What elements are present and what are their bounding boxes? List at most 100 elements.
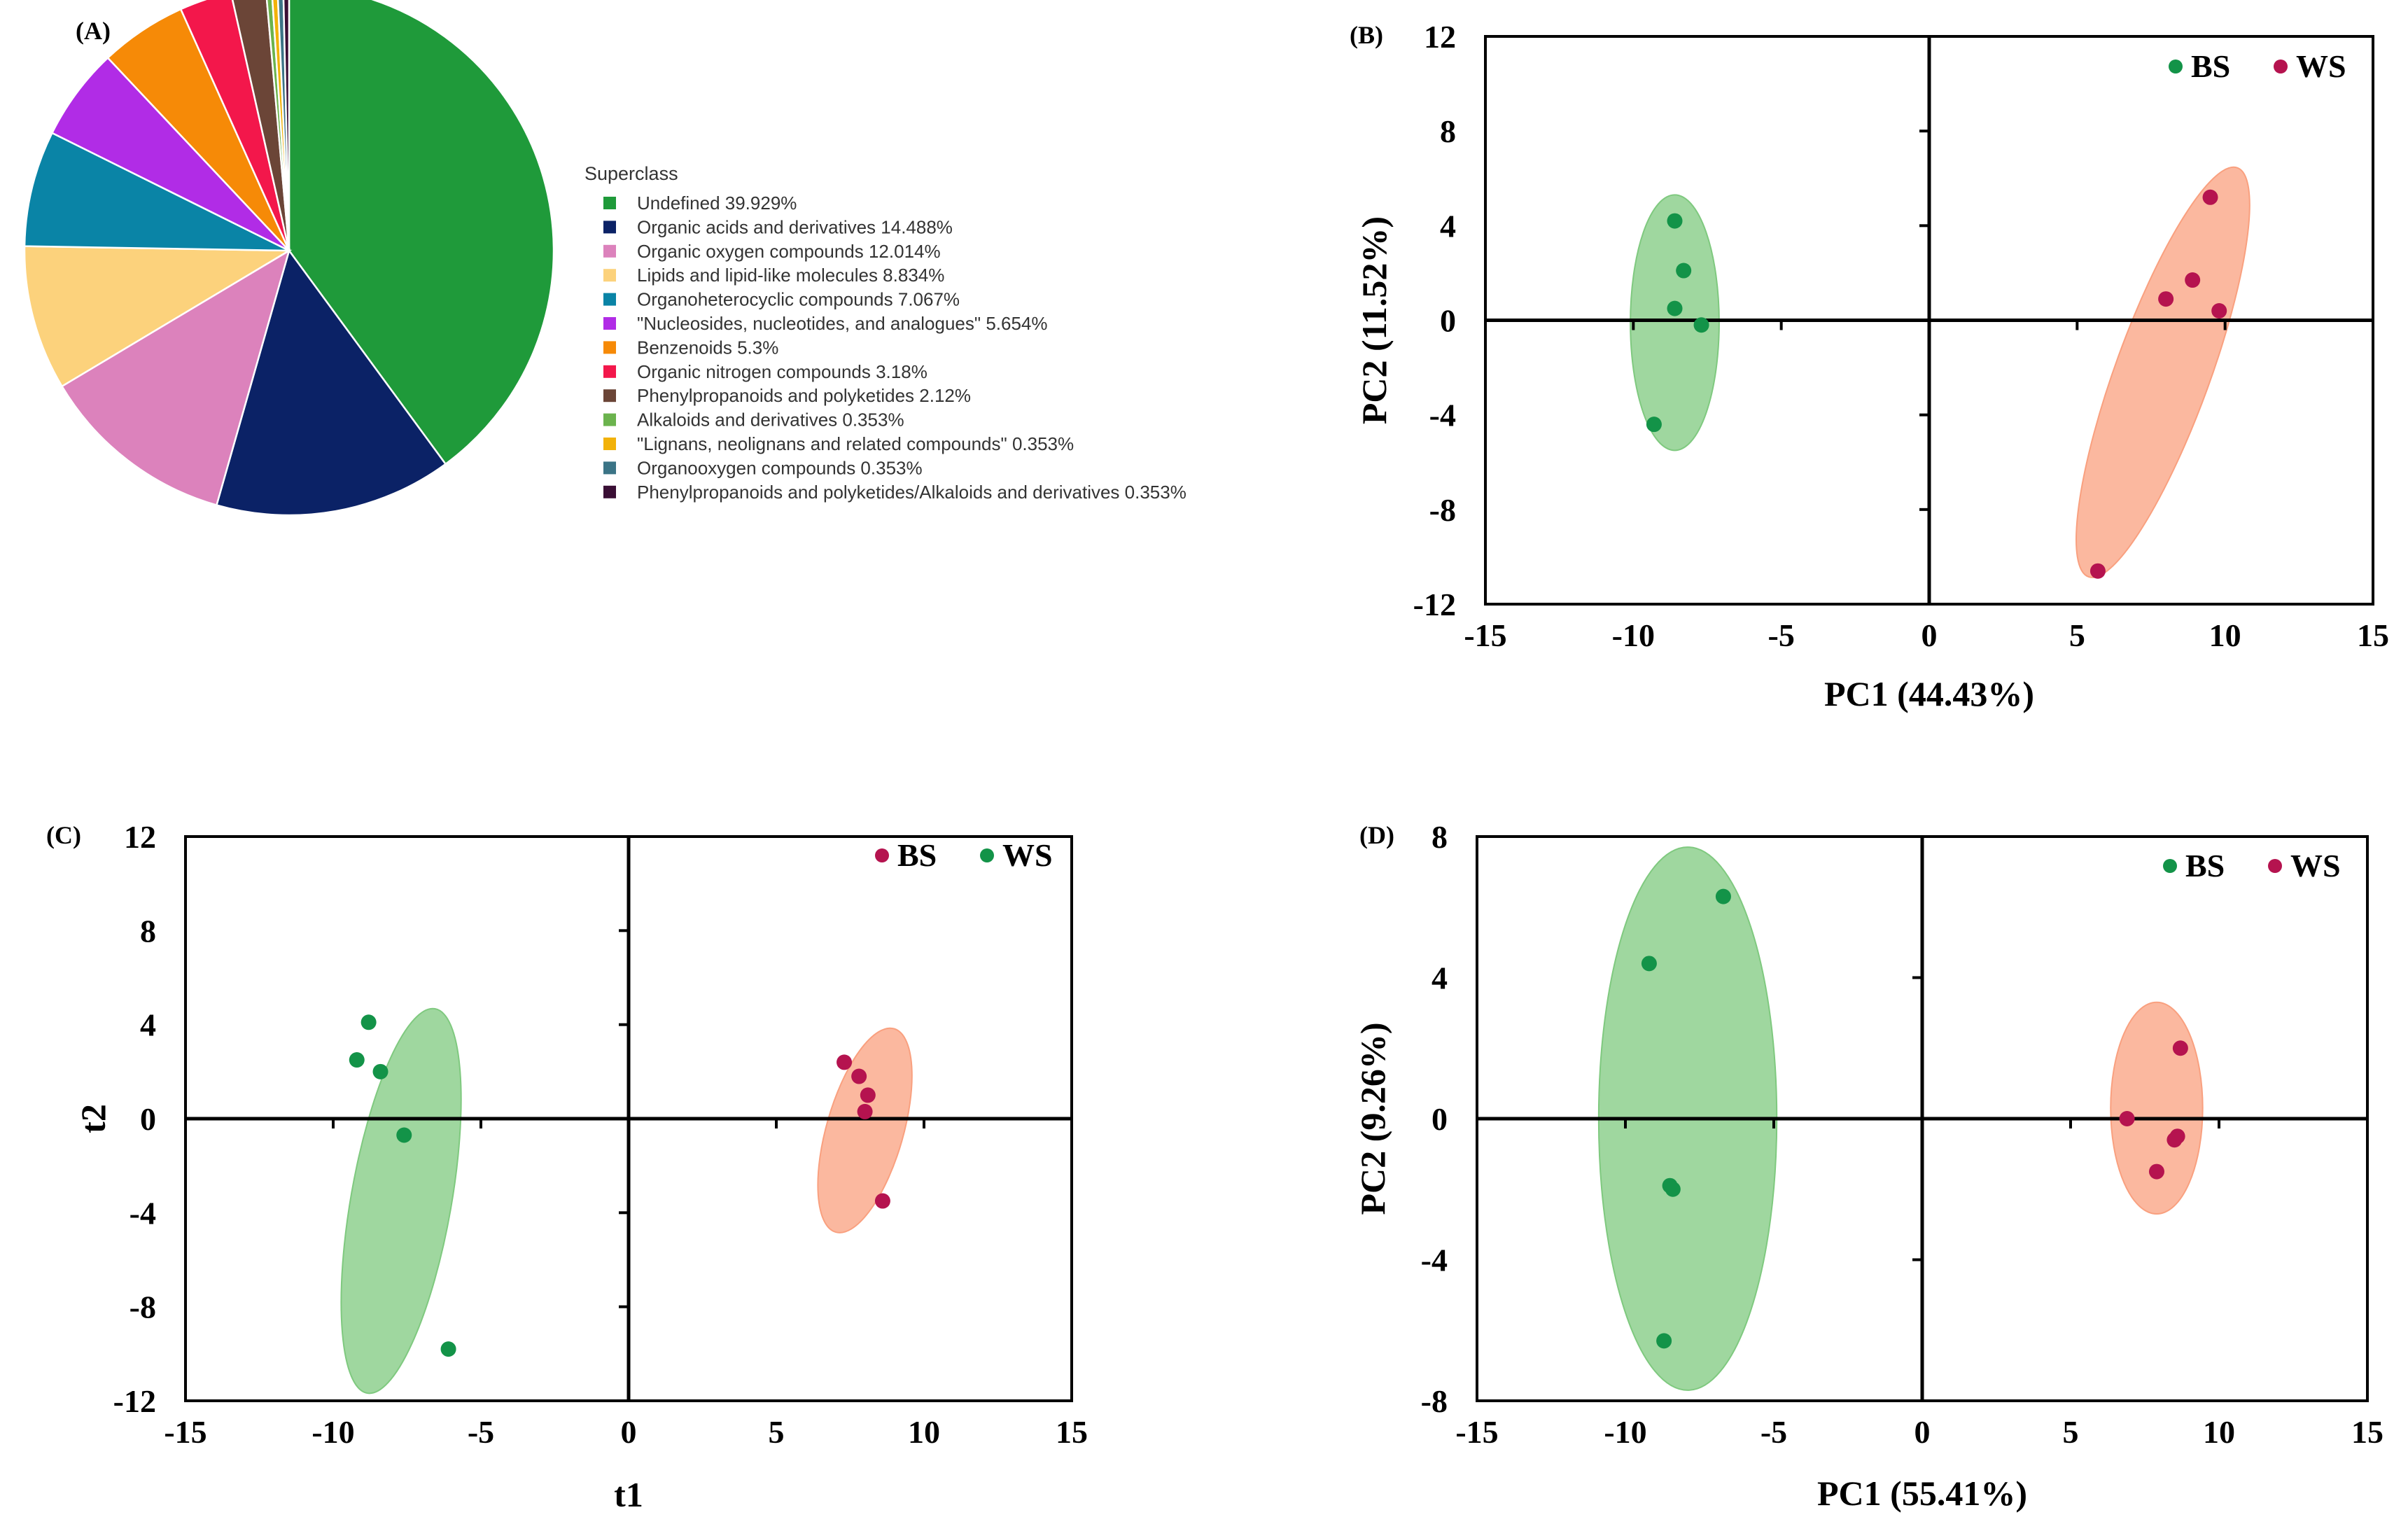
panel-d-y-tick-label: 4 <box>1432 960 1448 996</box>
panel-b-legend-marker-bs <box>2169 60 2183 74</box>
pie-legend-swatch-2 <box>603 244 616 258</box>
panel-d-y-tick-label: -4 <box>1421 1243 1448 1278</box>
pie-legend-label-7: Organic nitrogen compounds 3.18% <box>637 361 927 382</box>
panel-b-y-tick-label: 12 <box>1424 19 1456 55</box>
panel-b-y-tick-label: 8 <box>1440 113 1456 149</box>
pie-legend-swatch-4 <box>603 293 616 306</box>
panel-d-x-tick-label: 15 <box>2351 1414 2384 1450</box>
panel-c-point-bs <box>860 1087 876 1103</box>
panel-d-legend-marker-ws <box>2268 859 2282 873</box>
panel-d-point-ws <box>2172 1040 2188 1056</box>
pie-slices <box>23 0 555 517</box>
pie-slice-3 <box>23 245 293 388</box>
panel-c-point-ws <box>349 1052 365 1068</box>
panel-c-point-bs <box>836 1054 853 1070</box>
panel-c-x-tick-label: -10 <box>312 1414 354 1450</box>
pie-slice-2 <box>60 249 291 507</box>
panel-b-point-ws <box>2202 189 2218 205</box>
pie-legend-swatch-8 <box>603 389 616 403</box>
panel-b-ellipse-ws <box>2076 166 2250 578</box>
panel-b-x-tick-label: -5 <box>1768 617 1795 653</box>
panel-a-pie-chart: (A) Superclass Undefined 39.929%Organic … <box>23 0 1186 517</box>
panel-d-y-tick-label: 8 <box>1432 819 1448 855</box>
panel-d-y-tick-label: -8 <box>1421 1383 1448 1419</box>
pie-slice-9 <box>265 0 290 251</box>
panel-b-y-tick-label: -4 <box>1429 398 1456 433</box>
pie-legend-swatch-7 <box>603 365 616 378</box>
pie-legend-swatch-5 <box>603 317 616 330</box>
panel-c-legend-label-bs: BS <box>897 837 937 873</box>
panel-b-point-bs <box>1646 417 1662 433</box>
panel-c-point-ws <box>372 1063 388 1079</box>
panel-c-point-ws <box>396 1127 412 1143</box>
panel-b-x-tick-label: -10 <box>1612 617 1655 653</box>
panel-d-y-tick-label: 0 <box>1432 1101 1448 1137</box>
panel-b-x-axis-title: PC1 (44.43%) <box>1824 674 2034 713</box>
panel-b-legend-label-bs: BS <box>2191 48 2230 84</box>
panel-c-legend-marker-ws <box>980 848 994 862</box>
panel-b-ellipse-bs <box>1630 194 1720 452</box>
pie-slice-12 <box>282 0 290 251</box>
panel-b-point-ws <box>2090 563 2106 579</box>
panel-b-y-axis-title: PC2 (11.52%) <box>1354 216 1394 424</box>
pie-legend-swatch-12 <box>603 485 616 498</box>
panel-d-x-axis-title: PC1 (55.41%) <box>1817 1474 2027 1513</box>
panel-b-point-ws <box>2185 272 2201 288</box>
panel-b-x-tick-label: 5 <box>2069 617 2085 653</box>
panel-d-x-tick-label: 10 <box>2203 1414 2235 1450</box>
panel-c-x-tick-label: -15 <box>164 1414 206 1450</box>
panel-c-x-axis-title: t1 <box>614 1475 643 1514</box>
panel-c-y-tick-label: -8 <box>130 1289 156 1325</box>
panel-c-x-tick-label: 15 <box>1056 1414 1088 1450</box>
pie-slice-1 <box>215 249 447 517</box>
panel-c-point-ws <box>360 1014 377 1030</box>
pie-slice-7 <box>179 0 290 251</box>
pie-legend-label-0: Undefined 39.929% <box>637 193 797 214</box>
panel-c-point-bs <box>851 1068 867 1084</box>
panel-c-y-tick-label: 12 <box>124 819 156 855</box>
panel-c-label: (C) <box>46 821 81 849</box>
panel-d-x-tick-label: -10 <box>1604 1414 1646 1450</box>
panel-c-y-tick-label: -12 <box>113 1383 156 1419</box>
panel-b-legend-marker-ws <box>2274 60 2288 74</box>
pie-slice-5 <box>50 56 290 252</box>
panel-c-y-tick-label: 0 <box>140 1101 156 1137</box>
panel-c-x-tick-label: 10 <box>908 1414 940 1450</box>
panel-d-x-tick-label: 5 <box>2063 1414 2079 1450</box>
pie-legend-label-4: Organoheterocyclic compounds 7.067% <box>637 289 960 310</box>
panel-d-point-ws <box>2119 1111 2135 1126</box>
pie-legend-swatch-3 <box>603 269 616 282</box>
panel-b-point-ws <box>2158 291 2174 307</box>
pie-legend-swatch-6 <box>603 341 616 354</box>
pie-legend-label-12: Phenylpropanoids and polyketides/Alkaloi… <box>637 482 1186 503</box>
pie-legend-swatch-10 <box>603 438 616 450</box>
panel-d-x-tick-label: -15 <box>1455 1414 1498 1450</box>
pie-legend-label-3: Lipids and lipid-like molecules 8.834% <box>637 265 944 286</box>
pie-legend-swatch-0 <box>603 197 616 209</box>
panel-d-legend-marker-bs <box>2163 859 2177 873</box>
panel-c-legend-label-ws: WS <box>1002 837 1053 873</box>
panel-b-point-ws <box>2211 302 2227 319</box>
panel-d-label: (D) <box>1359 821 1394 849</box>
panel-c-y-tick-label: 4 <box>140 1007 156 1043</box>
panel-b-y-tick-label: -8 <box>1429 492 1456 528</box>
panel-c-scores-plot: (C) -15 -10 -5 0 5 10 15 12 8 4 0 -4 -8 -12 t1 t2 BS WS <box>46 819 1088 1514</box>
pie-legend-label-8: Phenylpropanoids and polyketides 2.12% <box>637 385 971 406</box>
panel-d-point-bs <box>1715 888 1731 904</box>
pie-slice-0 <box>288 0 555 466</box>
panel-c-legend-marker-bs <box>875 848 889 862</box>
panel-b-x-tick-label: 0 <box>1921 617 1938 653</box>
panel-d-point-ws <box>2166 1132 2183 1148</box>
panel-d-legend-label-ws: WS <box>2290 848 2341 883</box>
panel-d-point-bs <box>1656 1333 1672 1349</box>
panel-c-x-tick-label: 5 <box>769 1414 785 1450</box>
panel-c-x-tick-label: 0 <box>621 1414 637 1450</box>
panel-b-pca-plot: (B) -15 -10 -5 0 5 10 15 12 8 4 0 -4 -8 -12 PC1 (44.43… <box>1350 19 2389 713</box>
panel-b-point-bs <box>1676 263 1692 279</box>
pie-legend-label-6: Benzenoids 5.3% <box>637 337 778 358</box>
pie-legend-label-11: Organooxygen compounds 0.353% <box>637 457 923 478</box>
panel-b-y-tick-label: -12 <box>1413 587 1456 622</box>
panel-d-point-bs <box>1641 956 1657 972</box>
pie-legend: Undefined 39.929%Organic acids and deriv… <box>603 193 1186 503</box>
